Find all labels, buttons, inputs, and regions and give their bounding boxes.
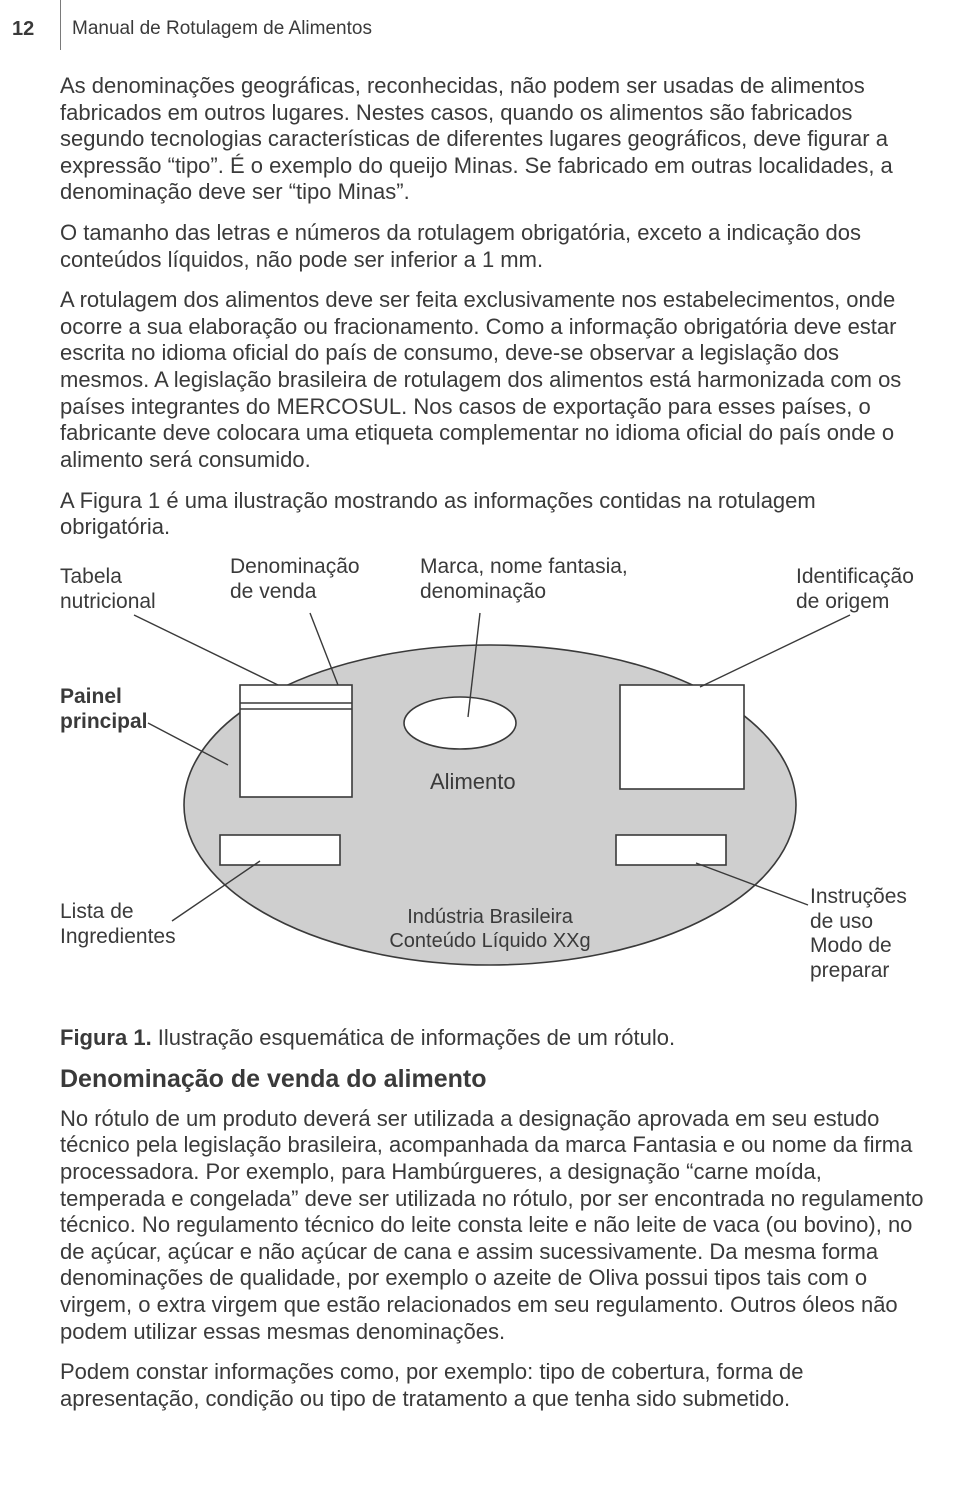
label-instr-l2: de uso <box>810 910 873 933</box>
label-identificacao-origem: Identificação de origem <box>796 565 914 615</box>
page-number: 12 <box>12 18 34 41</box>
alimento-text: Alimento <box>430 769 516 794</box>
label-instr-l1: Instruções <box>810 885 907 908</box>
industria-line1: Indústria Brasileira <box>407 906 574 928</box>
label-painel-l2: principal <box>60 710 148 733</box>
label-instr-l4: preparar <box>810 959 889 982</box>
paragraph-1: As denominações geográficas, reconhecida… <box>60 73 930 206</box>
figure-1-diagram: Alimento Indústria Brasileira Conteúdo L… <box>60 555 930 1015</box>
label-tabela-nutricional: Tabela nutricional <box>60 565 156 615</box>
figure-caption-text: Ilustração esquemática de informações de… <box>152 1025 675 1050</box>
paragraph-4: A Figura 1 é uma ilustração mostrando as… <box>60 488 930 541</box>
label-ident-l1: Identificação <box>796 565 914 588</box>
label-tabela-nutricional-l2: nutricional <box>60 590 156 613</box>
diagram-svg: Alimento Indústria Brasileira Conteúdo L… <box>60 555 930 1015</box>
label-painel-l1: Painel <box>60 685 122 708</box>
label-marca-l1: Marca, nome fantasia, <box>420 555 628 578</box>
label-ident-l2: de origem <box>796 590 889 613</box>
main-content: As denominações geográficas, reconhecida… <box>60 73 930 1426</box>
header-divider <box>60 0 61 50</box>
label-painel-principal: Painel principal <box>60 685 148 735</box>
label-tabela-nutricional-l1: Tabela <box>60 565 122 588</box>
label-marca-nome: Marca, nome fantasia, denominação <box>420 555 628 605</box>
label-lista-ingredientes: Lista de Ingredientes <box>60 900 176 950</box>
figure-label: Figura 1. <box>60 1025 152 1050</box>
label-denominacao-venda: Denominação de venda <box>230 555 360 605</box>
paragraph-6: Podem constar informações como, por exem… <box>60 1359 930 1412</box>
figure-1-caption: Figura 1. Ilustração esquemática de info… <box>60 1025 930 1051</box>
header-title: Manual de Rotulagem de Alimentos <box>72 18 372 40</box>
industria-line2: Conteúdo Líquido XXg <box>389 930 590 952</box>
label-instrucoes-uso: Instruções de uso Modo de preparar <box>810 885 907 984</box>
paragraph-5: No rótulo de um produto deverá ser utili… <box>60 1106 930 1345</box>
section-title-denominacao: Denominação de venda do alimento <box>60 1065 930 1094</box>
paragraph-2: O tamanho das letras e números da rotula… <box>60 220 930 273</box>
label-lista-l1: Lista de <box>60 900 134 923</box>
label-lista-l2: Ingredientes <box>60 925 176 948</box>
label-denom-l2: de venda <box>230 580 316 603</box>
label-marca-l2: denominação <box>420 580 546 603</box>
label-denom-l1: Denominação <box>230 555 360 578</box>
label-instr-l3: Modo de <box>810 934 892 957</box>
paragraph-3: A rotulagem dos alimentos deve ser feita… <box>60 287 930 473</box>
